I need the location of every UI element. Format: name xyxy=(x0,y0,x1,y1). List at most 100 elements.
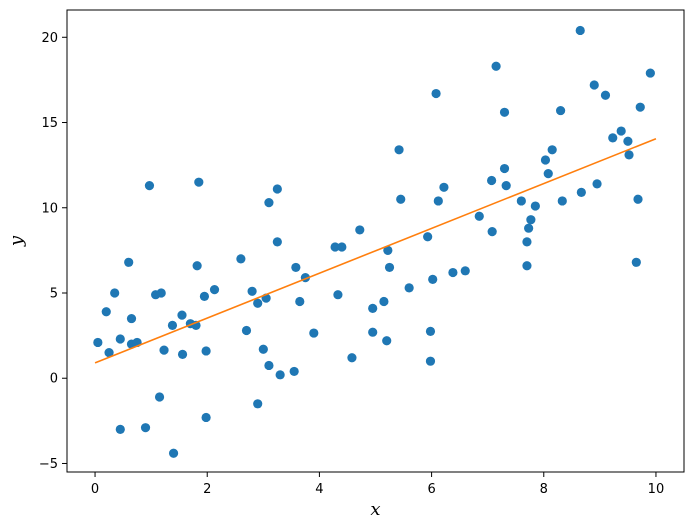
scatter-point xyxy=(156,288,166,298)
y-tick-label: 20 xyxy=(41,31,58,46)
scatter-point xyxy=(556,105,566,116)
scatter-point xyxy=(115,424,125,434)
scatter-point xyxy=(600,90,611,100)
y-axis-label: y xyxy=(6,235,27,247)
plot-area xyxy=(93,25,657,458)
scatter-point xyxy=(522,261,532,271)
y-tick-label: 10 xyxy=(41,201,58,216)
scatter-point xyxy=(425,326,436,336)
scatter-point xyxy=(253,399,263,409)
scatter-point xyxy=(501,180,511,191)
scatter-point xyxy=(201,412,211,423)
scatter-point xyxy=(253,298,263,308)
scatter-point xyxy=(289,366,299,377)
scatter-point xyxy=(433,196,443,206)
scatter-point xyxy=(633,194,643,204)
scatter-point xyxy=(404,283,414,293)
scatter-point xyxy=(575,25,585,36)
scatter-point xyxy=(428,274,438,284)
scatter-point xyxy=(124,257,134,267)
scatter-point xyxy=(194,177,204,187)
scatter-point xyxy=(368,327,378,337)
scatter-point xyxy=(382,336,392,346)
scatter-point xyxy=(236,254,246,264)
scatter-point xyxy=(368,303,378,313)
scatter-point xyxy=(154,392,165,402)
scatter-point xyxy=(104,348,114,358)
scatter-point xyxy=(167,320,178,330)
y-tick-label: 0 xyxy=(50,372,58,387)
scatter-point xyxy=(396,194,406,204)
scatter-point xyxy=(159,345,169,355)
scatter-point xyxy=(177,349,188,359)
scatter-point xyxy=(524,223,534,233)
scatter-point xyxy=(384,262,395,273)
scatter-point xyxy=(144,180,155,191)
scatter-point xyxy=(110,288,120,298)
scatter-point xyxy=(264,360,274,371)
scatter-point xyxy=(258,344,268,354)
scatter-point xyxy=(487,227,497,237)
scatter-point xyxy=(589,80,599,90)
scatter-point xyxy=(241,325,252,336)
scatter-point xyxy=(645,68,655,78)
scatter-point xyxy=(487,175,497,186)
scatter-point xyxy=(474,211,484,221)
y-tick-label: 15 xyxy=(41,116,58,131)
scatter-point xyxy=(275,370,285,380)
scatter-point xyxy=(209,284,220,295)
y-tick-label: 5 xyxy=(50,286,58,301)
scatter-point xyxy=(547,145,557,155)
scatter-point xyxy=(337,242,347,252)
scatter-point xyxy=(631,257,641,267)
scatter-point xyxy=(291,262,301,273)
scatter-point xyxy=(247,286,257,296)
scatter-point xyxy=(540,155,551,165)
scatter-point xyxy=(526,215,536,225)
scatter-point xyxy=(199,291,210,302)
axis-ticks: 0 2 4 6 8 10 −5 0 5 10 15 20 xyxy=(39,31,664,497)
scatter-point xyxy=(576,187,586,198)
scatter-point xyxy=(177,310,187,320)
scatter-point xyxy=(140,423,151,433)
scatter-point xyxy=(499,163,510,174)
scatter-point xyxy=(423,232,433,242)
scatter-point xyxy=(635,102,645,112)
scatter-point xyxy=(126,313,137,324)
scatter-point xyxy=(295,296,305,307)
scatter-point xyxy=(272,237,282,247)
scatter-point xyxy=(499,107,510,117)
x-tick-label: 8 xyxy=(540,482,548,497)
scatter-point xyxy=(379,296,389,307)
scatter-point xyxy=(557,196,567,206)
scatter-point xyxy=(330,242,340,252)
scatter-point xyxy=(394,145,404,155)
x-tick-label: 4 xyxy=(315,482,323,497)
scatter-point xyxy=(616,126,626,136)
scatter-point xyxy=(192,261,202,271)
scatter-point xyxy=(592,179,602,189)
scatter-point xyxy=(355,225,365,235)
scatter-point xyxy=(623,136,633,146)
scatter-point xyxy=(101,307,111,317)
scatter-point xyxy=(272,184,282,194)
scatter-point xyxy=(522,237,532,247)
x-tick-label: 6 xyxy=(427,482,435,497)
scatter-point xyxy=(431,88,441,99)
x-tick-label: 0 xyxy=(91,482,99,497)
scatter-point xyxy=(543,169,553,179)
fit-line xyxy=(94,137,657,364)
scatter-point xyxy=(201,346,211,356)
scatter-point xyxy=(491,61,501,71)
scatter-point xyxy=(516,196,526,206)
x-tick-label: 2 xyxy=(203,482,211,497)
plot-frame xyxy=(66,9,685,473)
scatter-point xyxy=(115,334,125,344)
scatter-point xyxy=(93,337,103,348)
scatter-point xyxy=(309,328,319,338)
scatter-point xyxy=(168,448,179,458)
x-axis-label: x xyxy=(370,499,380,520)
y-tick-label: −5 xyxy=(39,457,58,472)
scatter-point xyxy=(460,266,470,276)
